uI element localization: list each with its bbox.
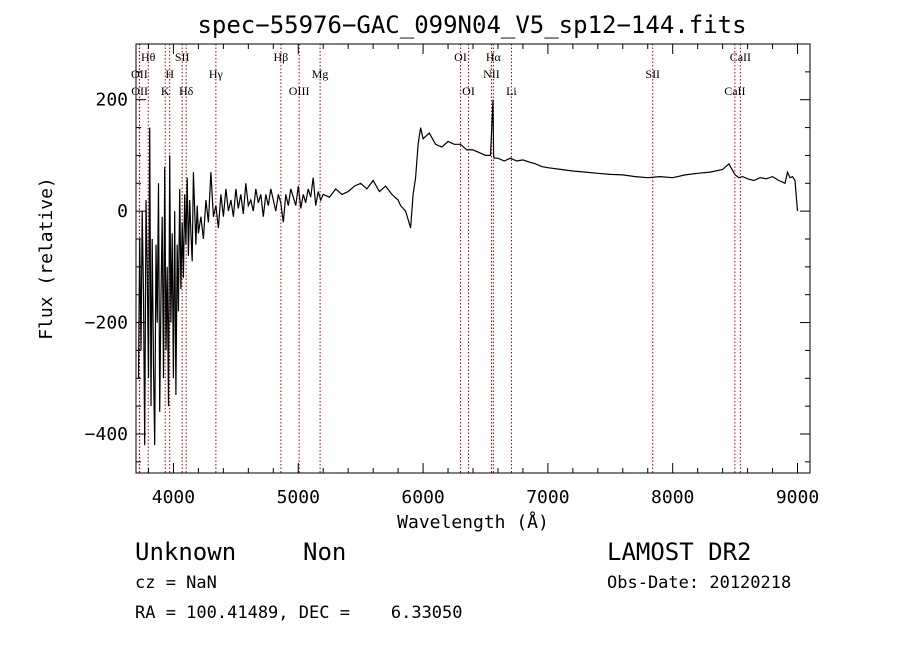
spectral-line-label: SII (175, 50, 190, 64)
x-tick-label: 6000 (401, 487, 444, 508)
subclass-label: Non (303, 538, 347, 566)
spectral-line-label: OII (131, 67, 148, 81)
y-tick-label: −400 (85, 424, 128, 445)
spectral-line-label: OI (454, 50, 467, 64)
chart-title: spec−55976−GAC_099N04_V5_sp12−144.fits (197, 11, 746, 39)
spectrum-line (137, 99, 799, 446)
axis-ticks: 4000 5000 6000 7000 8000 9000 −400 −200 0 200 (85, 43, 819, 508)
spectral-line-label: K (161, 84, 170, 98)
y-axis-label: Flux (relative) (36, 177, 57, 340)
spectral-line-label: NII (483, 67, 500, 81)
spectral-line-label: Hγ (209, 67, 224, 81)
y-tick-label: 0 (117, 201, 128, 222)
obs-date-label: Obs-Date: 20120218 (607, 573, 792, 593)
plot-frame (135, 43, 811, 474)
spectral-line-label: OI (462, 84, 475, 98)
spectral-line-label: CaII (730, 50, 751, 64)
spectral-line-label: Hδ (179, 84, 194, 98)
radec-label: RA = 100.41489, DEC = 6.33050 (135, 603, 463, 623)
spectral-line-label: OIII (289, 84, 310, 98)
x-tick-label: 4000 (152, 487, 195, 508)
spectral-line-label: CaII (724, 84, 745, 98)
spectral-line-label: Mg (312, 67, 329, 81)
y-tick-label: −200 (85, 313, 128, 334)
x-tick-label: 8000 (651, 487, 694, 508)
y-tick-label: 200 (95, 90, 128, 111)
cz-label: cz = NaN (135, 573, 217, 593)
spectral-line-label: SII (645, 67, 660, 81)
x-tick-label: 7000 (526, 487, 569, 508)
spectral-line-label: Hβ (274, 50, 289, 64)
spectral-line-label: Hθ (141, 50, 156, 64)
x-tick-label: 9000 (776, 487, 819, 508)
survey-label: LAMOST DR2 (607, 538, 752, 566)
spectral-line-label: Hα (486, 50, 502, 64)
class-label: Unknown (135, 538, 237, 566)
spectral-line-label: Li (506, 84, 517, 98)
x-tick-label: 5000 (277, 487, 320, 508)
spectral-line-label: H (165, 67, 174, 81)
x-axis-label: Wavelength (Å) (397, 511, 549, 533)
spectral-line-label: OII (131, 84, 148, 98)
